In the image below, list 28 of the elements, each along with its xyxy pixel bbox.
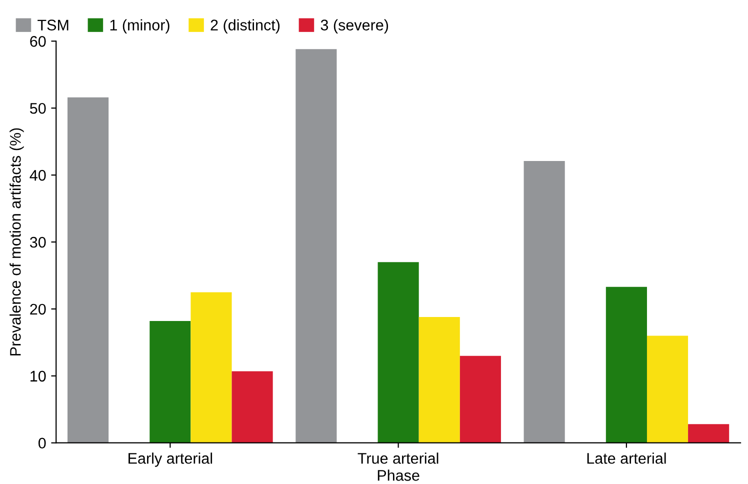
x-tick-label: Late arterial: [587, 452, 666, 464]
x-axis-title: Phase: [378, 470, 420, 481]
bar: [688, 424, 730, 443]
bar: [190, 292, 232, 443]
legend-label: 2 (distinct): [210, 19, 280, 34]
bar: [418, 316, 460, 443]
bar: [460, 356, 501, 443]
y-tick-label: 10: [30, 370, 46, 382]
y-tick-label: 0: [38, 438, 46, 449]
y-tick-label: 20: [30, 304, 46, 315]
y-tick-label: 60: [30, 36, 46, 47]
y-axis-title: Prevalence of motion artifacts (%): [10, 128, 24, 356]
legend-label: 1 (minor): [110, 19, 170, 34]
legend-label: 3 (severe): [320, 19, 388, 34]
x-tick-label: True arterial: [358, 452, 438, 464]
x-tick-label: Early arterial: [128, 452, 212, 467]
bar: [150, 321, 191, 443]
bar: [524, 160, 565, 443]
y-tick-label: 30: [30, 236, 46, 248]
bar: [68, 97, 109, 443]
bar: [378, 262, 419, 443]
y-tick-label: 40: [30, 170, 46, 181]
bar: [232, 371, 273, 443]
y-tick-label: 50: [30, 102, 46, 114]
bar: [646, 336, 688, 443]
bar: [606, 286, 647, 443]
bar: [296, 49, 337, 443]
legend-label: TSM: [38, 20, 68, 30]
